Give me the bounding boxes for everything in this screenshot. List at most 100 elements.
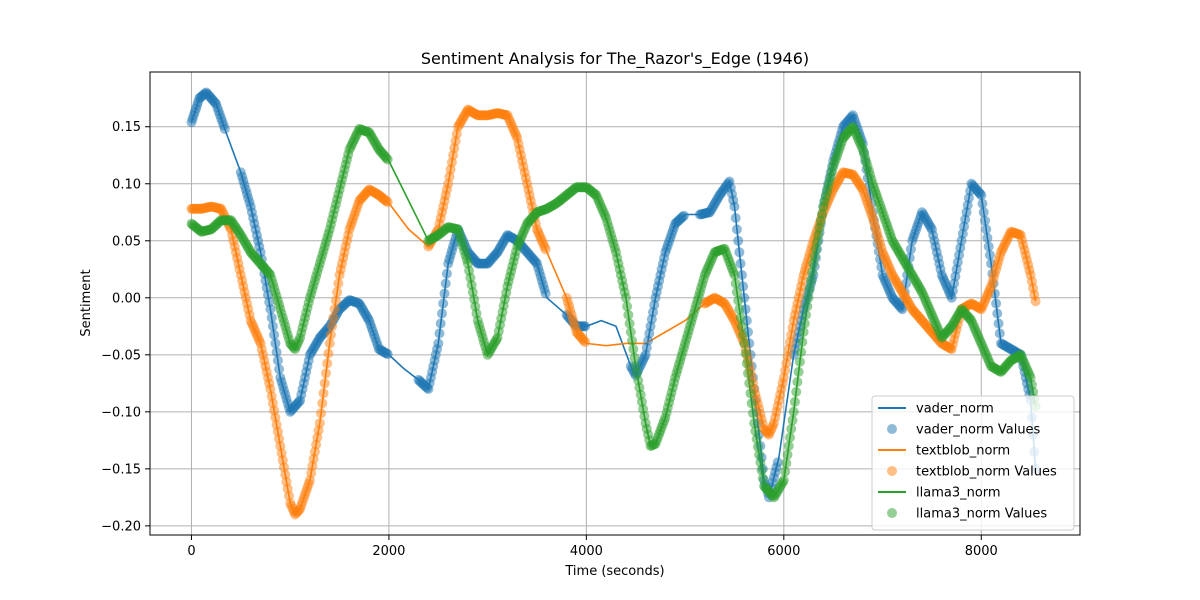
textblob_norm-marker: [319, 378, 330, 389]
llama3_norm-marker: [749, 418, 760, 429]
llama3_norm-marker: [786, 423, 797, 434]
y-axis-label: Sentiment: [79, 269, 94, 336]
vader_norm-marker: [984, 250, 995, 260]
textblob_norm-marker: [323, 348, 334, 359]
vader_norm-marker: [897, 304, 908, 315]
llama3_norm-marker: [757, 473, 768, 484]
llama3_norm-marker: [736, 321, 747, 332]
llama3_norm-marker: [629, 352, 640, 363]
llama3_norm-marker: [792, 376, 803, 387]
y-tick-label: −0.10: [101, 405, 141, 420]
textblob_norm-marker: [332, 287, 343, 298]
vader_norm-marker: [736, 270, 747, 280]
llama3_norm-marker: [739, 338, 750, 349]
vader_norm-marker: [219, 123, 230, 134]
llama3_norm-marker: [785, 432, 795, 443]
legend: vader_norm vader_norm Values textblob_norm…: [871, 395, 1075, 531]
x-axis-label: Time (seconds): [564, 564, 664, 579]
llama3_norm-marker: [804, 284, 815, 295]
legend-label: textblob_norm Values: [916, 465, 1057, 480]
llama3_norm-marker: [788, 406, 799, 417]
vader_norm-marker: [730, 213, 741, 223]
llama3_norm-marker: [624, 318, 635, 329]
y-tick-label: −0.20: [101, 519, 141, 534]
x-tick-label: 2000: [372, 544, 405, 559]
plot-area: [186, 87, 1041, 520]
legend-marker-swatch: [887, 424, 897, 434]
plot-frame: [149, 71, 1081, 536]
llama3_norm-marker: [807, 267, 818, 278]
llama3_norm-marker: [750, 426, 761, 437]
vader_norm-marker: [993, 318, 1004, 329]
textblob_norm-marker: [314, 418, 325, 429]
vader_norm-marker: [977, 198, 988, 209]
vader_norm-marker: [729, 201, 740, 212]
llama3_norm-marker: [733, 295, 744, 306]
llama3_norm-marker: [628, 344, 639, 355]
vader_norm-marker: [440, 278, 451, 289]
llama3_norm-marker: [796, 347, 807, 357]
vader_norm-marker: [434, 328, 445, 339]
llama3_norm-marker: [794, 356, 805, 367]
llama3_norm-marker: [780, 466, 791, 477]
llama3_norm-marker: [627, 335, 637, 346]
textblob_norm-marker: [333, 278, 344, 289]
vader_norm-marker: [437, 308, 447, 319]
vader_norm-marker: [905, 244, 916, 255]
vader_norm-marker: [992, 308, 1003, 319]
legend-label: vader_norm Values: [916, 423, 1041, 438]
vader_norm-marker: [441, 268, 452, 279]
x-tick-label: 0: [187, 544, 195, 559]
llama3_norm-marker: [791, 386, 802, 397]
llama3_norm-marker: [752, 441, 763, 452]
vader_norm-marker: [981, 224, 992, 235]
textblob_norm-marker: [328, 312, 339, 323]
vader_norm-marker: [734, 247, 745, 258]
y-tick-label: 0.10: [112, 177, 141, 192]
llama3_norm-marker: [382, 154, 393, 165]
vader_norm-marker: [438, 298, 449, 309]
llama3_norm-marker: [746, 398, 757, 409]
y-tick-label: −0.15: [101, 462, 141, 477]
textblob_norm-marker: [324, 338, 335, 349]
llama3_norm-marker: [738, 329, 749, 340]
textblob_norm-marker: [317, 398, 328, 409]
llama3_norm-marker: [731, 287, 742, 298]
vader_norm-marker: [439, 288, 450, 299]
llama3_norm-marker: [778, 475, 789, 486]
vader_norm-marker: [265, 304, 276, 315]
llama3_norm-marker: [789, 396, 800, 407]
llama3_norm-marker: [801, 309, 811, 320]
vader_norm-marker: [982, 232, 993, 243]
vader_norm-marker: [267, 321, 278, 332]
vader_norm-marker: [678, 210, 689, 221]
legend-box: [871, 395, 1075, 531]
llama3_norm-marker: [754, 449, 765, 460]
textblob_norm-marker: [318, 388, 329, 399]
chart-title: Sentiment Analysis for The_Razor's_Edge …: [421, 49, 809, 69]
llama3_norm-marker: [729, 270, 740, 280]
vader_norm-marker: [978, 207, 989, 218]
vader_norm-marker: [772, 457, 783, 468]
textblob_norm-marker: [327, 321, 338, 332]
llama3_norm-marker: [744, 378, 755, 389]
vader_norm-marker: [980, 215, 990, 226]
llama3_norm-marker: [620, 292, 631, 303]
textblob_norm-marker: [330, 295, 341, 306]
llama3_norm-marker: [782, 449, 793, 460]
llama3_norm-marker: [748, 408, 758, 419]
vader_norm-marker: [272, 355, 283, 366]
vader_norm-marker: [274, 364, 285, 375]
llama3_norm-marker: [803, 292, 814, 303]
llama3_norm-marker: [787, 415, 798, 426]
llama3_norm-marker: [741, 358, 752, 369]
llama3_norm-marker: [751, 433, 762, 444]
legend-label: llama3_norm Values: [916, 507, 1047, 522]
x-tick-label: 4000: [570, 544, 603, 559]
legend-label: llama3_norm: [916, 486, 1001, 501]
vader_norm-marker: [991, 298, 1002, 309]
llama3_norm-marker: [734, 304, 745, 315]
y-tick-label: 0.15: [112, 120, 141, 135]
textblob_norm-marker: [580, 337, 591, 347]
